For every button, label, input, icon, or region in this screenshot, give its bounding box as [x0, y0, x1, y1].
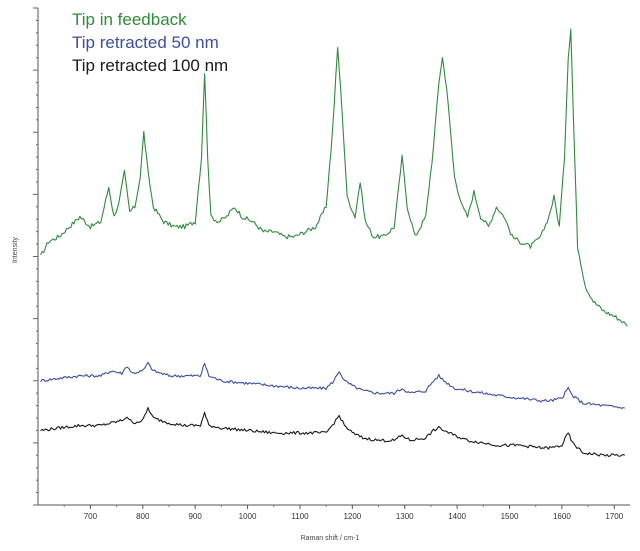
legend-entry-tip-retracted-50nm: Tip retracted 50 nm: [72, 33, 219, 52]
y-axis-ticks: [33, 7, 38, 506]
x-tick-label: 900: [188, 512, 202, 521]
x-tick-label: 1400: [448, 512, 466, 521]
x-tick-label: 1300: [396, 512, 414, 521]
x-tick-label: 1600: [553, 512, 571, 521]
legend-entry-tip-retracted-100nm: Tip retracted 100 nm: [72, 56, 229, 75]
x-tick-label: 1500: [501, 512, 519, 521]
series-layer: [40, 28, 628, 458]
x-tick-label: 1000: [239, 512, 257, 521]
x-axis-ticks: 700 800 900 1000 1100 1200 1300 1400 1500 1600 170…: [63, 505, 624, 521]
series-line-3: [40, 407, 626, 458]
x-tick-label: 1100: [291, 512, 309, 521]
legend: Tip in feedback Tip retracted 50 nm Tip …: [72, 8, 228, 77]
series-line-2: [40, 361, 625, 409]
x-axis-label: Raman shift / cm-1: [301, 535, 360, 542]
legend-entry-tip-in-feedback: Tip in feedback: [72, 10, 187, 29]
x-tick-label: 1200: [343, 512, 361, 521]
x-tick-label: 1700: [605, 512, 623, 521]
x-tick-label: 700: [84, 512, 98, 521]
series-line-1: [40, 28, 628, 327]
y-axis-label: Intensity: [12, 236, 19, 263]
x-tick-label: 800: [136, 512, 150, 521]
